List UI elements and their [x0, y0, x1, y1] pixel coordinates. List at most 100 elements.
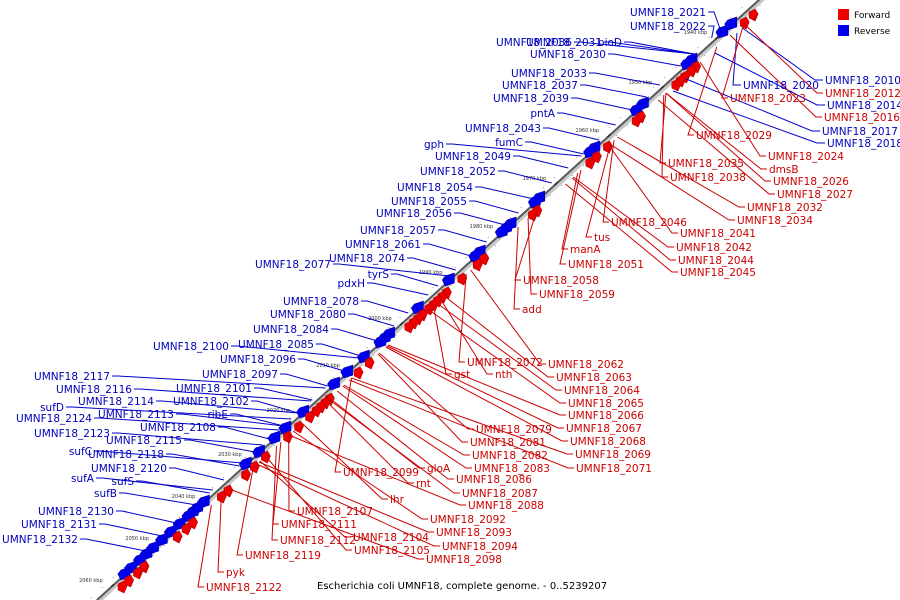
forward-leader-line: [328, 398, 460, 494]
minor-tick: [274, 445, 276, 446]
minor-tick: [741, 7, 743, 8]
forward-gene-arrow: [404, 320, 415, 334]
reverse-leader-line: [348, 313, 395, 327]
forward-leader-line: [271, 445, 278, 541]
forward-leader-line: [387, 344, 566, 416]
minor-tick: [653, 87, 655, 88]
minor-tick: [267, 437, 269, 438]
minor-tick: [560, 185, 562, 186]
minor-tick: [704, 55, 706, 56]
scale-tick-label: 1980 kbp: [470, 224, 494, 230]
forward-gene-label: UMNF18_2026: [773, 176, 849, 188]
forward-leader-line: [721, 21, 745, 99]
forward-gene-label: UMNF18_2066: [568, 410, 644, 422]
forward-gene-arrow: [748, 8, 759, 22]
forward-gene-label: UMNF18_2044: [678, 255, 754, 267]
minor-tick: [333, 377, 335, 378]
forward-gene-arrow: [305, 410, 315, 424]
forward-leader-line: [439, 297, 493, 375]
reverse-gene-arrow: [494, 224, 508, 239]
reverse-leader-line: [251, 400, 299, 414]
reverse-leader-line: [99, 523, 163, 537]
reverse-gene-arrow: [340, 364, 354, 379]
reverse-gene-label: UMNF18_2108: [140, 422, 216, 434]
reverse-leader-line: [589, 72, 660, 86]
minor-tick: [450, 285, 452, 286]
forward-gene-label: UMNF18_2045: [680, 267, 756, 279]
minor-tick: [123, 567, 125, 568]
forward-leader-line: [217, 495, 224, 573]
minor-tick: [399, 317, 401, 318]
minor-tick: [432, 287, 434, 288]
forward-gene-arrow: [472, 258, 483, 272]
forward-leader-line: [559, 169, 582, 265]
minor-tick: [178, 517, 180, 518]
forward-leader-line: [442, 294, 554, 378]
forward-gene-label: UMNF18_2087: [462, 488, 538, 500]
scale-tick-label: 2040 kbp: [172, 494, 196, 500]
reverse-gene-label: UMNF18_2052: [420, 166, 496, 178]
minor-tick: [598, 137, 600, 138]
reverse-leader-line: [331, 328, 378, 342]
forward-gene-label: UMNF18_2042: [676, 242, 752, 254]
forward-gene-label: gst: [454, 369, 470, 381]
minor-tick: [649, 105, 651, 106]
minor-tick: [90, 597, 92, 598]
minor-tick: [542, 187, 544, 188]
reverse-gene-label: UMNF18_2080: [270, 309, 346, 321]
forward-gene-arrow: [181, 522, 192, 536]
reverse-gene-label: UMNF18_2115: [106, 435, 182, 447]
reverse-gene-label: UMNF18_2037: [502, 80, 578, 92]
minor-tick: [494, 245, 496, 246]
minor-tick: [730, 17, 732, 18]
forward-gene-label: manA: [570, 244, 601, 256]
forward-gene-label: UMNF18_2119: [245, 550, 321, 562]
forward-leader-line: [742, 22, 823, 94]
minor-tick: [715, 45, 717, 46]
scale-tick-label: 1960 kbp: [576, 128, 600, 134]
reverse-leader-line: [686, 78, 820, 132]
forward-gene-label: rnt: [416, 478, 431, 490]
reverse-leader-line: [438, 229, 487, 243]
minor-tick: [278, 427, 280, 428]
forward-leader-line: [572, 176, 674, 248]
reverse-gene-label: sufD: [40, 402, 64, 414]
reverse-gene-label: UMNF18_2033: [511, 68, 587, 80]
forward-gene-label: UMNF18_2088: [468, 500, 544, 512]
forward-gene-label: UMNF18_2094: [442, 541, 518, 553]
reverse-leader-line: [112, 375, 326, 389]
minor-tick: [487, 237, 489, 238]
scale-tick: [399, 321, 404, 326]
scale-tick-label: 2030 kbp: [218, 452, 242, 458]
reverse-gene-label: UMNF18_2117: [34, 371, 110, 383]
forward-leader-line: [351, 377, 573, 455]
reverse-leader-line: [184, 439, 255, 453]
reverse-gene-label: UMNF18_2022: [630, 21, 706, 33]
reverse-gene-label: UMNF18_2116: [56, 384, 132, 396]
forward-gene-arrow: [294, 420, 304, 434]
forward-leader-line: [617, 136, 745, 208]
forward-gene-label: UMNF18_2016: [824, 112, 900, 124]
reverse-leader-line: [80, 538, 146, 552]
forward-gene-label: UMNF18_2086: [456, 474, 532, 486]
forward-gene-label: UMNF18_2112: [280, 535, 356, 547]
forward-leader-line: [288, 434, 466, 506]
reverse-leader-line: [218, 426, 270, 440]
forward-gene-label: UMNF18_2122: [206, 582, 282, 594]
forward-gene-arrow: [671, 78, 682, 92]
scale-tick-label: 1950 kbp: [628, 80, 652, 86]
forward-gene-label: UMNF18_2104: [353, 532, 429, 544]
forward-leader-line: [609, 143, 735, 221]
reverse-gene-label: UMNF18_2132: [2, 534, 78, 546]
reverse-gene-label: UMNF18_2120: [91, 463, 167, 475]
forward-leader-line: [458, 273, 467, 363]
minor-tick: [620, 117, 622, 118]
forward-leader-line: [325, 400, 414, 484]
forward-gene-label: UMNF18_2099: [343, 467, 419, 479]
reverse-gene-label: UMNF18_2074: [329, 253, 405, 265]
forward-gene-label: dmsB: [769, 164, 799, 176]
forward-gene-arrow: [585, 156, 596, 170]
reverse-gene-label: UMNF18_2084: [253, 324, 329, 336]
scale-tick: [607, 133, 611, 138]
minor-tick: [509, 217, 511, 218]
